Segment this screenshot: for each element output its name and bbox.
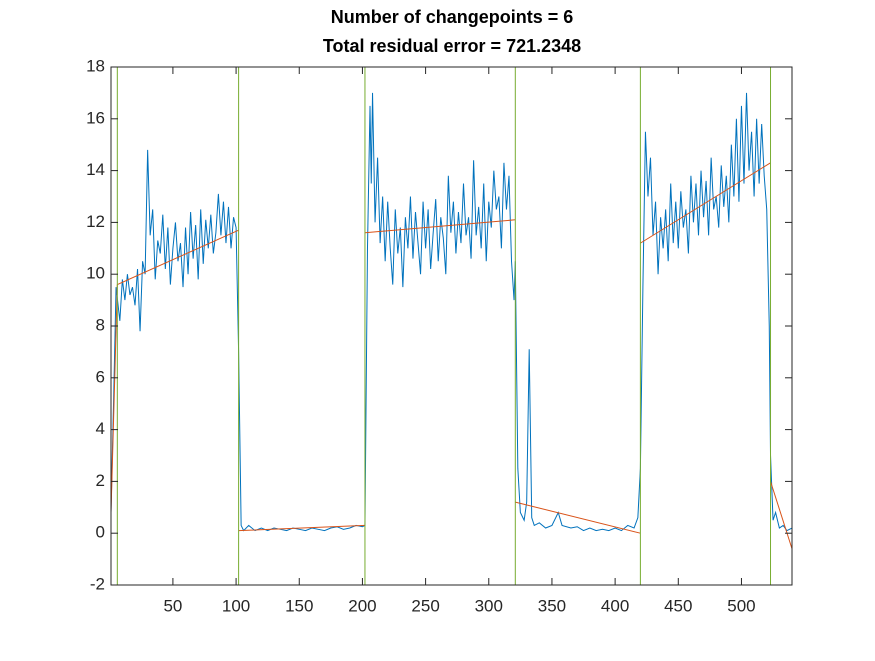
y-tick-label: 6 xyxy=(96,367,105,386)
y-tick-label: 10 xyxy=(86,264,105,283)
x-tick-label: 350 xyxy=(538,596,566,615)
x-tick-label: 200 xyxy=(348,596,376,615)
x-tick-label: 500 xyxy=(727,596,755,615)
y-tick-label: 18 xyxy=(86,56,105,75)
y-tick-label: 8 xyxy=(96,315,105,334)
x-tick-label: 100 xyxy=(222,596,250,615)
x-tick-label: 450 xyxy=(664,596,692,615)
x-tick-label: 150 xyxy=(285,596,313,615)
plot-area xyxy=(111,67,792,585)
y-tick-label: 16 xyxy=(86,108,105,127)
chart-title: Total residual error = 721.2348 xyxy=(323,36,581,56)
y-tick-label: 4 xyxy=(96,419,105,438)
y-tick-label: 14 xyxy=(86,160,105,179)
x-tick-label: 250 xyxy=(411,596,439,615)
data-line xyxy=(111,162,792,549)
x-tick-label: 400 xyxy=(601,596,629,615)
chart-title: Number of changepoints = 6 xyxy=(331,7,574,27)
x-tick-label: 300 xyxy=(475,596,503,615)
data-line xyxy=(111,92,792,532)
y-tick-label: -2 xyxy=(90,574,105,593)
y-tick-label: 0 xyxy=(96,523,105,542)
x-tick-label: 50 xyxy=(163,596,182,615)
y-tick-label: 2 xyxy=(96,471,105,490)
y-tick-label: 12 xyxy=(86,212,105,231)
